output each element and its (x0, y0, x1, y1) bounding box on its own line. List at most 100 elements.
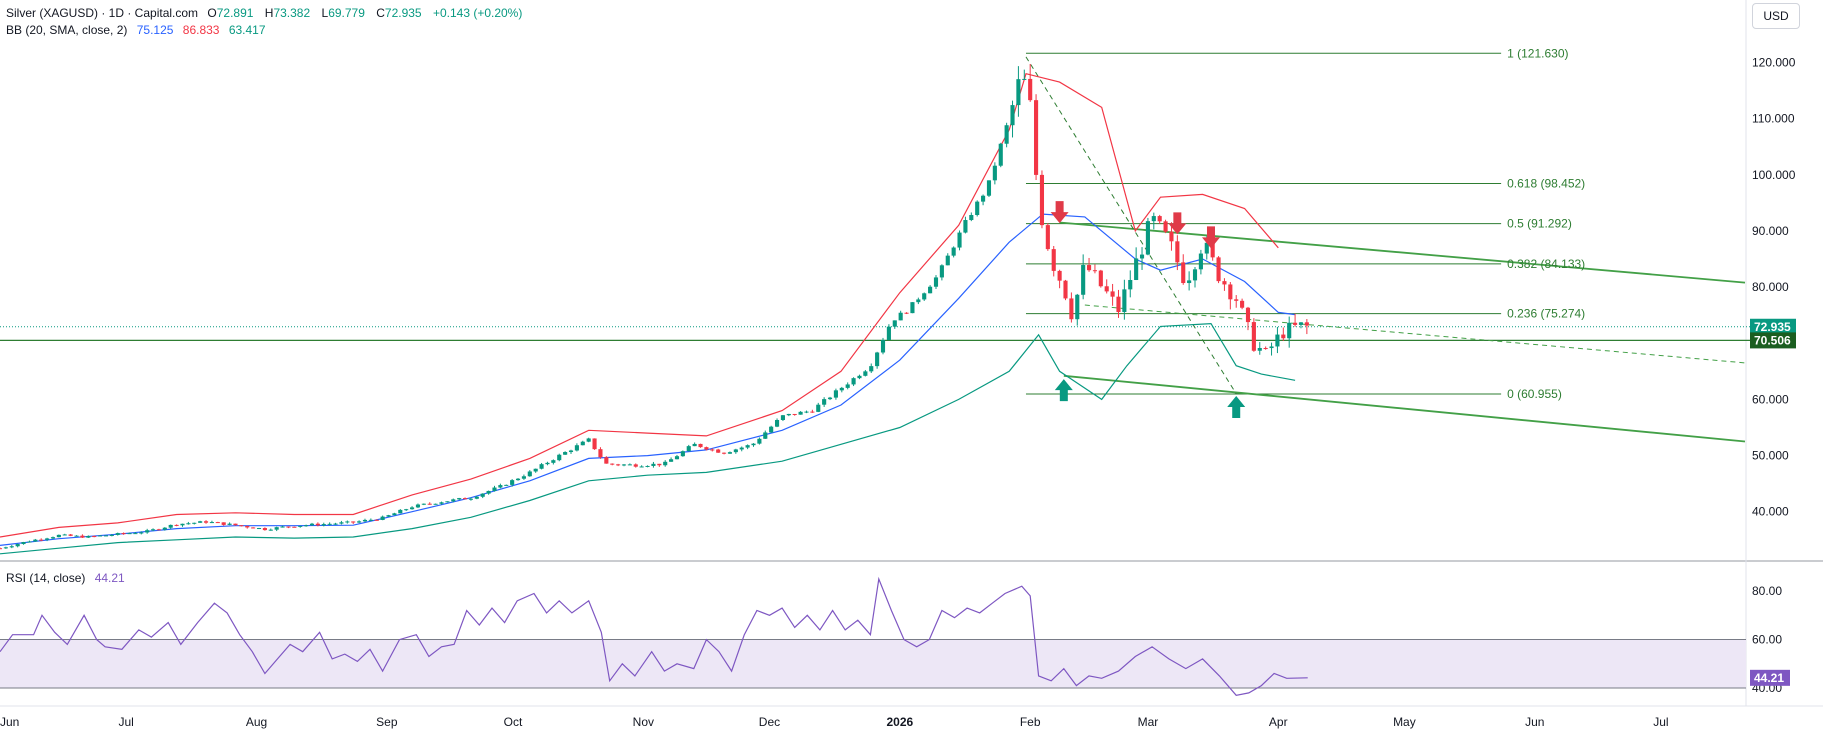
candle-body[interactable] (1128, 279, 1133, 290)
candle-body[interactable] (1069, 298, 1074, 320)
candle-body[interactable] (669, 459, 674, 462)
candle-body[interactable] (21, 542, 26, 545)
candle-body[interactable] (539, 464, 544, 469)
candle-body[interactable] (410, 507, 415, 510)
candle-body[interactable] (851, 378, 856, 385)
candle-body[interactable] (1228, 284, 1233, 300)
candle-body[interactable] (981, 195, 986, 202)
candle-body[interactable] (468, 498, 474, 500)
candle-body[interactable] (969, 214, 974, 221)
candle-body[interactable] (45, 538, 50, 540)
candle-body[interactable] (645, 465, 650, 467)
candle-body[interactable] (362, 519, 368, 522)
candle-body[interactable] (663, 461, 668, 466)
candle-body[interactable] (33, 539, 38, 542)
candle-body[interactable] (1092, 270, 1097, 272)
candle-body[interactable] (568, 450, 574, 453)
candle-body[interactable] (168, 524, 173, 528)
candle-body[interactable] (451, 499, 456, 502)
candle-body[interactable] (1275, 334, 1280, 347)
candle-body[interactable] (103, 535, 109, 537)
candle-body[interactable] (1198, 253, 1203, 270)
candle-body[interactable] (1204, 242, 1209, 254)
candle-body[interactable] (1175, 241, 1180, 263)
candle-body[interactable] (368, 519, 373, 521)
candle-body[interactable] (74, 535, 79, 537)
candle-body[interactable] (1245, 307, 1251, 323)
candle-body[interactable] (816, 404, 821, 412)
candle-body[interactable] (298, 525, 303, 527)
candle-body[interactable] (1075, 294, 1080, 320)
candle-body[interactable] (292, 526, 297, 528)
candle-body[interactable] (315, 523, 320, 526)
candle-body[interactable] (998, 143, 1003, 166)
candle-body[interactable] (186, 523, 191, 525)
candle-body[interactable] (833, 390, 838, 398)
candle-body[interactable] (1045, 225, 1050, 250)
candle-body[interactable] (239, 525, 244, 527)
candle-body[interactable] (527, 471, 532, 477)
rsi-label[interactable]: RSI (14, close) (6, 571, 86, 585)
candle-body[interactable] (610, 463, 615, 465)
currency-button[interactable]: USD (1752, 3, 1800, 29)
candle-body[interactable] (280, 526, 285, 528)
candle-body[interactable] (209, 522, 214, 524)
candle-body[interactable] (121, 533, 126, 535)
candle-body[interactable] (327, 523, 332, 525)
candle-body[interactable] (39, 539, 44, 541)
candle-body[interactable] (916, 299, 921, 303)
candle-body[interactable] (1151, 216, 1156, 222)
candle-body[interactable] (268, 529, 273, 531)
candle-body[interactable] (221, 522, 226, 525)
candle-body[interactable] (869, 366, 874, 372)
candle-body[interactable] (86, 536, 91, 538)
candle-body[interactable] (498, 485, 503, 488)
candle-body[interactable] (992, 165, 997, 181)
candle-body[interactable] (1192, 269, 1198, 281)
candle-body[interactable] (704, 447, 709, 450)
candle-body[interactable] (1063, 280, 1068, 299)
candle-body[interactable] (1304, 322, 1309, 326)
candle-body[interactable] (1187, 280, 1192, 284)
candle-body[interactable] (192, 522, 197, 524)
candle-body[interactable] (1222, 281, 1227, 285)
candle-body[interactable] (0, 548, 3, 550)
candle-body[interactable] (763, 432, 768, 439)
candle-body[interactable] (462, 498, 468, 500)
candle-body[interactable] (780, 415, 785, 420)
candle-body[interactable] (162, 527, 167, 530)
candle-body[interactable] (986, 180, 992, 196)
candle-body[interactable] (227, 523, 232, 525)
candle-body[interactable] (392, 513, 397, 516)
candle-body[interactable] (680, 451, 685, 457)
candle-body[interactable] (304, 525, 309, 527)
candle-body[interactable] (857, 375, 862, 379)
candle-body[interactable] (492, 487, 497, 491)
candle-body[interactable] (1022, 78, 1027, 80)
candle-body[interactable] (792, 413, 797, 415)
candle-body[interactable] (1298, 322, 1304, 325)
candle-body[interactable] (510, 480, 515, 485)
candle-body[interactable] (1028, 78, 1033, 101)
candle-body[interactable] (180, 523, 185, 526)
candle-body[interactable] (898, 312, 903, 321)
candle-body[interactable] (1293, 322, 1298, 325)
candle-body[interactable] (639, 466, 644, 468)
candle-body[interactable] (145, 530, 150, 533)
candle-body[interactable] (563, 452, 568, 455)
candle-body[interactable] (433, 503, 438, 505)
candle-body[interactable] (580, 441, 585, 446)
candle-body[interactable] (774, 419, 780, 427)
candle-body[interactable] (716, 449, 721, 453)
candle-body[interactable] (592, 438, 597, 450)
candle-body[interactable] (574, 445, 579, 451)
candle-body[interactable] (922, 293, 927, 300)
candle-body[interactable] (474, 496, 479, 499)
candle-body[interactable] (521, 476, 526, 479)
candle-body[interactable] (68, 534, 73, 536)
candle-body[interactable] (975, 201, 980, 215)
candlesticks[interactable] (0, 63, 1309, 550)
candle-body[interactable] (198, 521, 203, 523)
candle-body[interactable] (651, 463, 656, 466)
candle-body[interactable] (733, 449, 738, 453)
